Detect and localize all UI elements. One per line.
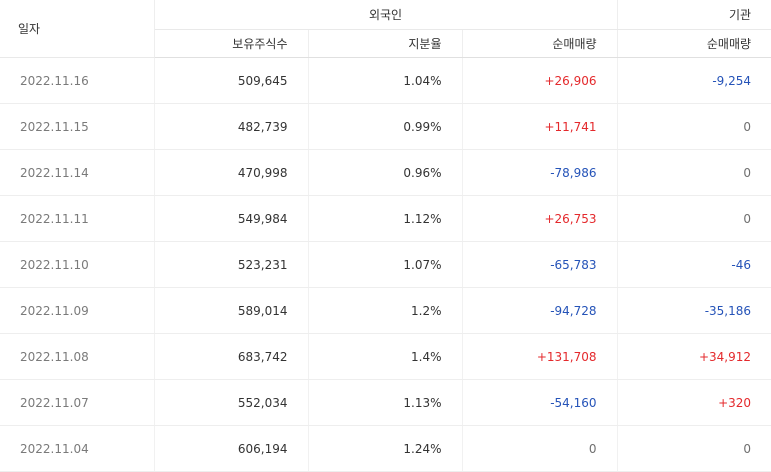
foreign-net-cell: -65,783	[462, 241, 618, 288]
holdings-column-header: 보유주식수	[154, 29, 309, 58]
date-cell: 2022.11.10	[0, 241, 155, 288]
institution-net-cell: 0	[617, 103, 771, 150]
institution-net-cell: 0	[617, 195, 771, 242]
holdings-cell: 606,194	[154, 425, 309, 472]
ratio-cell: 1.04%	[308, 57, 463, 104]
foreign-net-cell: -78,986	[462, 149, 618, 196]
ratio-cell: 1.2%	[308, 287, 463, 334]
foreign-net-column-header: 순매매량	[462, 29, 618, 58]
ratio-cell: 0.99%	[308, 103, 463, 150]
date-column-header: 일자	[0, 0, 155, 58]
date-cell: 2022.11.08	[0, 333, 155, 380]
date-cell: 2022.11.07	[0, 379, 155, 426]
date-cell: 2022.11.15	[0, 103, 155, 150]
foreign-net-cell: -94,728	[462, 287, 618, 334]
date-cell: 2022.11.09	[0, 287, 155, 334]
table-row: 2022.11.10 523,231 1.07% -65,783 -46	[0, 241, 771, 288]
holdings-cell: 470,998	[154, 149, 309, 196]
foreign-net-cell: +26,753	[462, 195, 618, 242]
table-row: 2022.11.11 549,984 1.12% +26,753 0	[0, 195, 771, 242]
date-cell: 2022.11.04	[0, 425, 155, 472]
ratio-cell: 1.13%	[308, 379, 463, 426]
ratio-cell: 1.4%	[308, 333, 463, 380]
institution-net-cell: -35,186	[617, 287, 771, 334]
table-header: 일자 외국인 기관 보유주식수 지분율 순매매량 순매매량	[0, 0, 771, 58]
holdings-cell: 509,645	[154, 57, 309, 104]
holdings-cell: 523,231	[154, 241, 309, 288]
holdings-cell: 683,742	[154, 333, 309, 380]
institution-net-cell: +34,912	[617, 333, 771, 380]
foreign-net-cell: +26,906	[462, 57, 618, 104]
ratio-cell: 1.24%	[308, 425, 463, 472]
foreign-net-cell: +131,708	[462, 333, 618, 380]
ratio-cell: 1.07%	[308, 241, 463, 288]
holdings-cell: 589,014	[154, 287, 309, 334]
table-row: 2022.11.16 509,645 1.04% +26,906 -9,254	[0, 57, 771, 104]
institution-net-cell: -46	[617, 241, 771, 288]
table-row: 2022.11.04 606,194 1.24% 0 0	[0, 425, 771, 472]
table-row: 2022.11.15 482,739 0.99% +11,741 0	[0, 103, 771, 150]
ratio-cell: 0.96%	[308, 149, 463, 196]
date-cell: 2022.11.16	[0, 57, 155, 104]
table-row: 2022.11.14 470,998 0.96% -78,986 0	[0, 149, 771, 196]
foreign-net-cell: +11,741	[462, 103, 618, 150]
foreign-net-cell: 0	[462, 425, 618, 472]
table-row: 2022.11.09 589,014 1.2% -94,728 -35,186	[0, 287, 771, 334]
ratio-column-header: 지분율	[308, 29, 463, 58]
institution-group-header: 기관	[617, 0, 771, 30]
holdings-cell: 552,034	[154, 379, 309, 426]
ratio-cell: 1.12%	[308, 195, 463, 242]
table-row: 2022.11.07 552,034 1.13% -54,160 +320	[0, 379, 771, 426]
institution-net-cell: -9,254	[617, 57, 771, 104]
date-cell: 2022.11.11	[0, 195, 155, 242]
institution-net-column-header: 순매매량	[617, 29, 771, 58]
table-row: 2022.11.08 683,742 1.4% +131,708 +34,912	[0, 333, 771, 380]
institution-net-cell: +320	[617, 379, 771, 426]
date-cell: 2022.11.14	[0, 149, 155, 196]
foreign-net-cell: -54,160	[462, 379, 618, 426]
holdings-cell: 549,984	[154, 195, 309, 242]
institution-net-cell: 0	[617, 149, 771, 196]
institution-net-cell: 0	[617, 425, 771, 472]
table-body: 2022.11.16 509,645 1.04% +26,906 -9,254 2022.…	[0, 57, 771, 472]
foreign-group-header: 외국인	[154, 0, 618, 30]
holdings-cell: 482,739	[154, 103, 309, 150]
